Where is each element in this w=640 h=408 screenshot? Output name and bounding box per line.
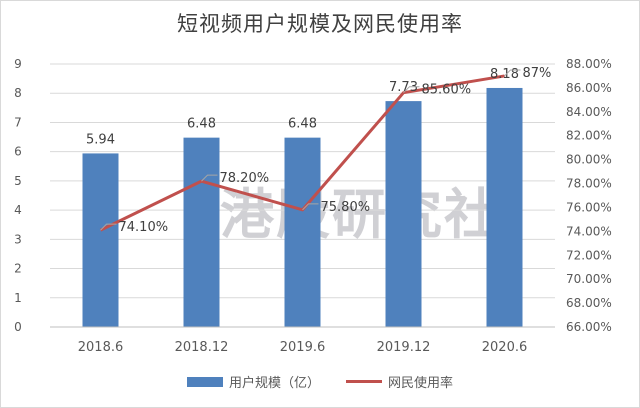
bar	[284, 137, 321, 327]
bar	[486, 87, 523, 327]
bar-value-label: 5.94	[86, 132, 115, 147]
bar-series	[82, 87, 523, 328]
watermark: 港股研究社	[220, 183, 500, 246]
line-value-label: 78.20%	[220, 171, 270, 186]
y-left-tick-label: 0	[14, 320, 22, 334]
y-left-tick-label: 8	[14, 86, 22, 100]
legend-swatch-line	[346, 380, 382, 383]
legend-label-bars: 用户规模（亿）	[228, 376, 320, 391]
y-left-tick-label: 6	[14, 145, 22, 159]
data-labels: 5.94 6.48 6.48 7.73 8.18 74.10% 78.20% 75.80% 85…	[86, 66, 551, 235]
bar	[385, 101, 422, 328]
bar-value-label: 6.48	[187, 117, 216, 132]
y-right-tick-label: 88.00%	[566, 57, 612, 71]
legend-label-line: 网民使用率	[388, 376, 454, 391]
y-right-tick-label: 84.00%	[566, 105, 612, 119]
legend-swatch-bar	[186, 376, 223, 387]
bar	[183, 137, 220, 327]
legend-item-bars: 用户规模（亿）	[186, 372, 320, 391]
bar	[82, 153, 119, 327]
legend-item-line: 网民使用率	[346, 372, 453, 391]
y-right-tick-label: 80.00%	[566, 153, 612, 167]
x-tick-label: 2018.6	[78, 340, 124, 355]
line-value-label: 75.80%	[321, 200, 371, 215]
y-right-tick-label: 82.00%	[566, 129, 612, 143]
y-right-tick-label: 72.00%	[566, 248, 612, 262]
y-right-tick-label: 66.00%	[566, 320, 612, 334]
y-right-tick-label: 86.00%	[566, 81, 612, 95]
line-label-leader	[100, 223, 117, 231]
y-left-tick-label: 7	[14, 115, 22, 129]
legend: 用户规模（亿） 网民使用率	[0, 372, 640, 391]
y-left-tick-label: 4	[14, 203, 22, 217]
bar-value-label: 8.18	[490, 67, 519, 82]
y-right-tick-label: 70.00%	[566, 272, 612, 286]
y-left-tick-label: 5	[14, 174, 22, 188]
x-tick-label: 2018.12	[175, 340, 229, 355]
y-right-tick-label: 74.00%	[566, 224, 612, 238]
x-tick-label: 2020.6	[482, 340, 528, 355]
y-left-tick-label: 9	[14, 57, 22, 71]
y-left-tick-label: 3	[14, 232, 22, 246]
line-value-label: 87%	[523, 66, 552, 81]
x-tick-label: 2019.12	[377, 340, 431, 355]
y-right-tick-label: 76.00%	[566, 200, 612, 214]
y-right-tick-label: 78.00%	[566, 177, 612, 191]
line-label-leader	[302, 203, 319, 211]
line-value-label: 74.10%	[119, 220, 169, 235]
axis-ticks: 0 1 2 3 4 5 6 7 8 9 66.00% 68.00% 70.00% 72.00% 74.00%…	[14, 57, 612, 355]
bar-value-label: 7.73	[389, 80, 418, 95]
line-label-leader	[504, 69, 521, 77]
line-label-leader	[403, 86, 420, 94]
line-value-label: 85.60%	[422, 83, 472, 98]
line-label-leader	[201, 174, 218, 182]
bar-value-label: 6.48	[288, 117, 317, 132]
chart-title: 短视频用户规模及网民使用率	[177, 12, 463, 36]
y-left-tick-label: 2	[14, 262, 22, 276]
y-right-tick-label: 68.00%	[566, 296, 612, 310]
y-left-tick-label: 1	[14, 291, 22, 305]
x-tick-label: 2019.6	[280, 340, 326, 355]
